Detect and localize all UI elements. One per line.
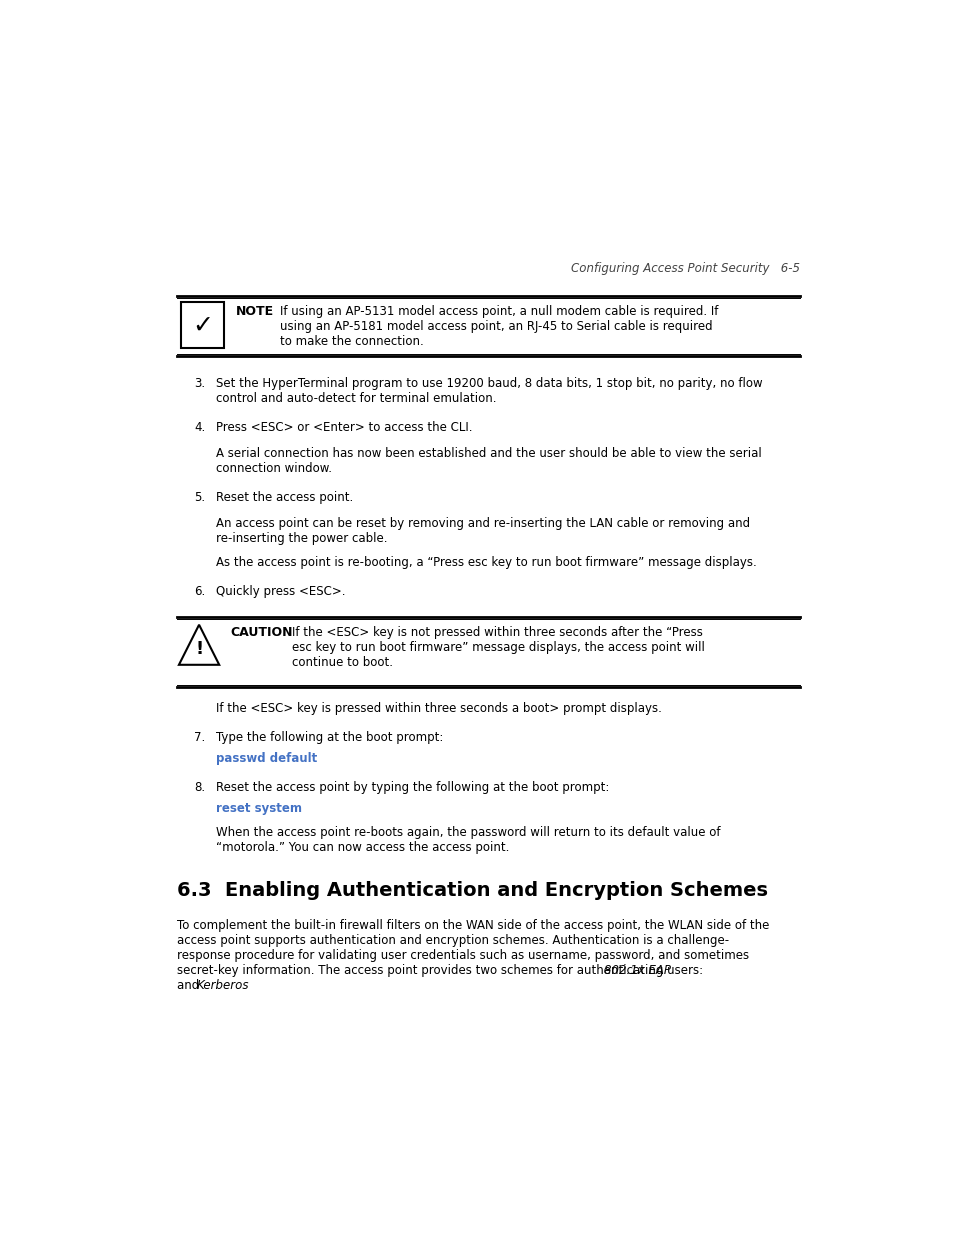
Text: 3.: 3. — [194, 377, 205, 390]
Text: reset system: reset system — [216, 802, 302, 815]
Text: 6.: 6. — [194, 585, 206, 598]
Text: If the <ESC> key is pressed within three seconds a boot> prompt displays.: If the <ESC> key is pressed within three… — [216, 701, 661, 715]
Text: 802.1x EAP: 802.1x EAP — [603, 965, 670, 977]
Text: .: . — [235, 979, 239, 993]
Text: 4.: 4. — [194, 421, 206, 435]
Text: If the <ESC> key is not pressed within three seconds after the “Press: If the <ESC> key is not pressed within t… — [292, 626, 702, 638]
Text: esc key to run boot firmware” message displays, the access point will: esc key to run boot firmware” message di… — [292, 641, 704, 655]
Text: “motorola.” You can now access the access point.: “motorola.” You can now access the acces… — [216, 841, 509, 855]
Text: continue to boot.: continue to boot. — [292, 656, 393, 669]
Text: To complement the built-in firewall filters on the WAN side of the access point,: To complement the built-in firewall filt… — [177, 919, 769, 932]
Text: Press <ESC> or <Enter> to access the CLI.: Press <ESC> or <Enter> to access the CLI… — [216, 421, 472, 435]
Text: 8.: 8. — [194, 781, 205, 794]
Polygon shape — [179, 625, 219, 664]
Text: Configuring Access Point Security   6-5: Configuring Access Point Security 6-5 — [571, 262, 800, 275]
Text: and: and — [177, 979, 203, 993]
Text: NOTE: NOTE — [235, 305, 274, 319]
Text: If using an AP-5131 model access point, a null modem cable is required. If: If using an AP-5131 model access point, … — [280, 305, 718, 319]
Text: using an AP-5181 model access point, an RJ-45 to Serial cable is required: using an AP-5181 model access point, an … — [280, 320, 712, 333]
Text: Reset the access point by typing the following at the boot prompt:: Reset the access point by typing the fol… — [216, 781, 609, 794]
Text: Type the following at the boot prompt:: Type the following at the boot prompt: — [216, 731, 443, 743]
Text: Set the HyperTerminal program to use 19200 baud, 8 data bits, 1 stop bit, no par: Set the HyperTerminal program to use 192… — [216, 377, 762, 390]
Text: !: ! — [194, 640, 203, 658]
Text: An access point can be reset by removing and re-inserting the LAN cable or remov: An access point can be reset by removing… — [216, 516, 749, 530]
Text: access point supports authentication and encryption schemes. Authentication is a: access point supports authentication and… — [177, 935, 729, 947]
Text: control and auto-detect for terminal emulation.: control and auto-detect for terminal emu… — [216, 393, 497, 405]
Bar — [181, 303, 224, 348]
Text: re-inserting the power cable.: re-inserting the power cable. — [216, 531, 387, 545]
Text: 6.3  Enabling Authentication and Encryption Schemes: 6.3 Enabling Authentication and Encrypti… — [177, 881, 767, 900]
Text: 7.: 7. — [194, 731, 206, 743]
Text: As the access point is re-booting, a “Press esc key to run boot firmware” messag: As the access point is re-booting, a “Pr… — [216, 556, 756, 569]
Text: passwd default: passwd default — [216, 752, 317, 764]
Text: 5.: 5. — [194, 490, 205, 504]
Text: CAUTION: CAUTION — [230, 626, 293, 638]
Text: to make the connection.: to make the connection. — [280, 336, 424, 348]
Text: A serial connection has now been established and the user should be able to view: A serial connection has now been establi… — [216, 447, 761, 459]
Text: connection window.: connection window. — [216, 462, 332, 475]
Text: Reset the access point.: Reset the access point. — [216, 490, 353, 504]
Text: secret-key information. The access point provides two schemes for authenticating: secret-key information. The access point… — [177, 965, 706, 977]
Text: ✓: ✓ — [192, 314, 213, 337]
Text: response procedure for validating user credentials such as username, password, a: response procedure for validating user c… — [177, 950, 749, 962]
Text: Quickly press <ESC>.: Quickly press <ESC>. — [216, 585, 345, 598]
Text: When the access point re-boots again, the password will return to its default va: When the access point re-boots again, th… — [216, 826, 720, 840]
Text: Kerberos: Kerberos — [196, 979, 249, 993]
